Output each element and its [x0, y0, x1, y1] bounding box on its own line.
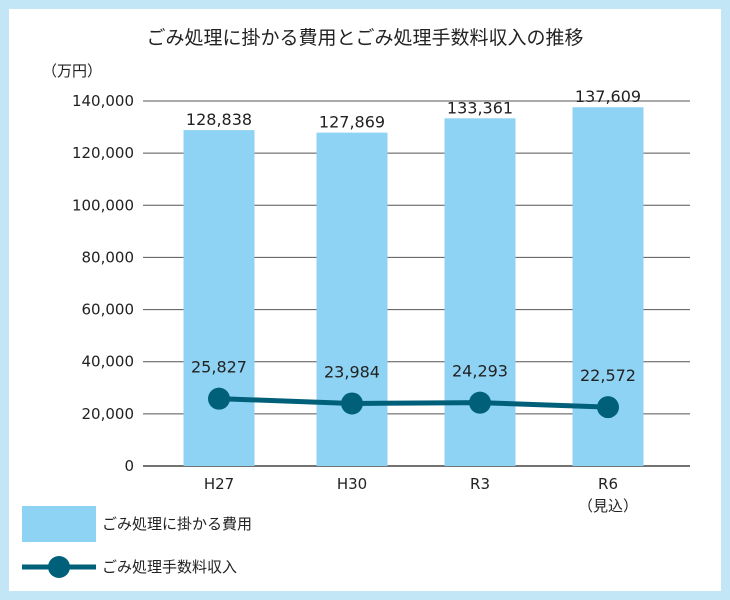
bar [316, 132, 388, 466]
bar-value-label: 128,838 [186, 110, 252, 129]
y-tick-label: 80,000 [82, 248, 135, 266]
legend-bar-swatch [22, 506, 96, 542]
bar-series [183, 107, 644, 467]
line-value-label: 23,984 [324, 362, 380, 381]
chart-title: ごみ処理に掛かる費用とごみ処理手数料収入の推移 [146, 27, 583, 49]
legend-line-marker [48, 556, 70, 578]
x-tick-label: H30 [337, 475, 367, 493]
line-data-labels: 25,827 23,984 24,293 22,572 [191, 358, 636, 385]
line-series [208, 387, 619, 419]
bar [183, 130, 255, 466]
line-value-label: 22,572 [580, 366, 636, 385]
x-tick-label: R3 [470, 475, 490, 493]
y-tick-label: 40,000 [82, 353, 135, 371]
legend-bar-label: ごみ処理に掛かる費用 [102, 515, 252, 533]
bar-value-label: 127,869 [319, 113, 385, 132]
legend: ごみ処理に掛かる費用 ごみ処理手数料収入 [22, 506, 252, 578]
y-tick-label: 140,000 [72, 92, 134, 110]
line-marker [597, 396, 619, 419]
y-tick-label: 60,000 [82, 301, 135, 319]
y-tick-label: 120,000 [72, 144, 134, 162]
x-tick-label: H27 [204, 475, 234, 493]
bar-value-label: 133,361 [447, 98, 513, 117]
y-tick-labels: 0 20,000 40,000 60,000 80,000 100,000 120,000 1… [72, 92, 134, 475]
line-value-label: 25,827 [191, 358, 247, 377]
line-marker [469, 391, 491, 414]
legend-line-label: ごみ処理手数料収入 [102, 558, 237, 576]
line-marker [341, 392, 363, 415]
line-marker [208, 387, 230, 410]
x-tick-labels: H27 H30 R3 R6 （見込） [204, 475, 638, 515]
bar-value-label: 137,609 [575, 87, 641, 106]
bar [444, 118, 516, 466]
y-tick-label: 100,000 [72, 196, 134, 214]
line-path [218, 396, 609, 410]
y-unit-label: （万円） [42, 62, 102, 80]
line-value-label: 24,293 [452, 362, 508, 381]
bar-data-labels: 128,838 127,869 133,361 137,609 [186, 87, 641, 131]
y-tick-label: 0 [124, 457, 134, 475]
y-tick-label: 20,000 [82, 405, 135, 423]
x-tick-note: （見込） [578, 497, 638, 515]
x-tick-label: R6 [598, 475, 618, 493]
